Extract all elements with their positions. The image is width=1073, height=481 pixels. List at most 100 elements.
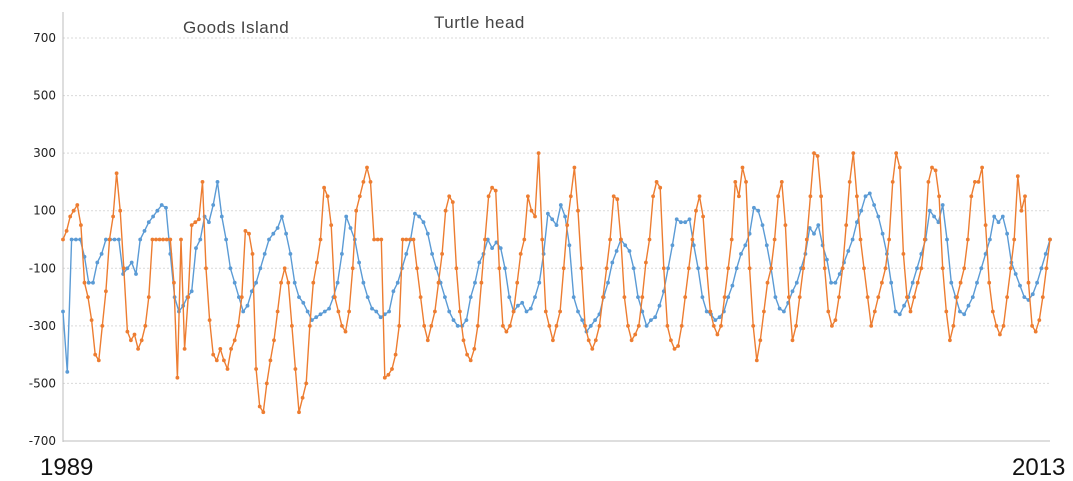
data-point: [297, 410, 301, 415]
data-point: [71, 208, 76, 213]
data-point: [498, 246, 503, 251]
data-point: [207, 318, 212, 322]
data-point: [1022, 295, 1027, 299]
data-point: [114, 171, 119, 176]
data-point: [164, 237, 169, 242]
data-point: [454, 266, 459, 271]
data-point: [307, 324, 312, 328]
data-point: [679, 220, 683, 225]
data-point: [1026, 280, 1031, 285]
data-point: [1005, 295, 1009, 299]
data-point: [357, 194, 362, 199]
data-point: [404, 237, 409, 242]
data-point: [104, 237, 108, 242]
data-point: [762, 309, 766, 314]
data-point: [99, 252, 104, 256]
data-point: [859, 208, 864, 213]
data-point: [504, 329, 509, 334]
data-point: [711, 324, 716, 328]
data-point: [940, 266, 945, 271]
data-point: [382, 375, 387, 380]
data-point: [395, 280, 400, 285]
data-point: [897, 312, 902, 317]
data-point: [826, 309, 831, 314]
y-tick-label: -500: [29, 376, 56, 390]
data-point: [262, 252, 267, 256]
data-point: [863, 194, 868, 199]
data-point: [876, 295, 881, 299]
data-point: [1048, 237, 1052, 242]
data-point: [95, 260, 100, 265]
data-point: [670, 243, 675, 248]
data-point: [236, 324, 241, 328]
data-point: [773, 295, 778, 299]
data-point: [905, 295, 909, 299]
data-point: [116, 237, 121, 242]
data-point: [379, 237, 384, 242]
data-point: [772, 237, 777, 242]
data-point: [261, 410, 266, 415]
data-point: [258, 266, 263, 271]
data-point: [522, 237, 527, 242]
data-point: [211, 352, 216, 357]
data-point: [722, 295, 727, 299]
data-point: [387, 309, 391, 314]
data-point: [945, 237, 949, 242]
data-point: [543, 309, 548, 314]
data-point: [862, 266, 866, 271]
y-tick-label: 700: [33, 31, 56, 45]
data-point: [690, 237, 695, 242]
data-point: [779, 180, 784, 184]
data-point: [979, 266, 984, 271]
data-point: [615, 197, 620, 202]
data-point: [769, 266, 773, 271]
data-point: [787, 295, 791, 299]
data-point: [822, 266, 827, 271]
data-point: [375, 237, 380, 242]
data-point: [919, 266, 924, 271]
data-point: [340, 324, 344, 328]
data-point: [340, 252, 344, 256]
data-point: [529, 208, 534, 213]
data-point: [683, 220, 688, 225]
data-point: [232, 280, 237, 285]
data-point: [429, 324, 434, 328]
data-point: [526, 194, 530, 199]
data-point: [436, 280, 441, 285]
legend-goods-island: Goods Island: [183, 18, 289, 37]
data-point: [528, 306, 533, 311]
data-point: [1019, 208, 1024, 213]
data-point: [322, 309, 327, 314]
data-point: [851, 151, 856, 156]
data-point: [194, 246, 198, 251]
data-point: [157, 237, 162, 242]
data-point: [372, 237, 376, 242]
data-point: [282, 266, 287, 271]
data-point: [386, 372, 391, 377]
data-point: [365, 165, 369, 170]
data-point: [286, 280, 291, 285]
data-point: [733, 180, 738, 184]
data-point: [1030, 324, 1034, 328]
y-tick-label: -300: [29, 319, 56, 333]
data-point: [189, 223, 194, 228]
data-point: [272, 338, 276, 343]
data-point: [1044, 266, 1049, 271]
data-point: [807, 226, 812, 230]
data-point: [472, 347, 477, 351]
data-point: [819, 194, 823, 199]
data-point: [996, 220, 1001, 225]
data-point: [915, 266, 919, 271]
data-point: [930, 165, 934, 170]
y-tick-label: -700: [29, 434, 56, 448]
data-point: [850, 237, 855, 242]
data-point: [68, 214, 73, 219]
data-point: [318, 312, 323, 317]
data-point: [533, 214, 537, 219]
data-point: [138, 237, 143, 242]
data-point: [280, 214, 284, 219]
data-point: [79, 223, 83, 228]
data-point: [357, 260, 361, 265]
data-point: [626, 324, 630, 328]
data-point: [245, 303, 250, 308]
